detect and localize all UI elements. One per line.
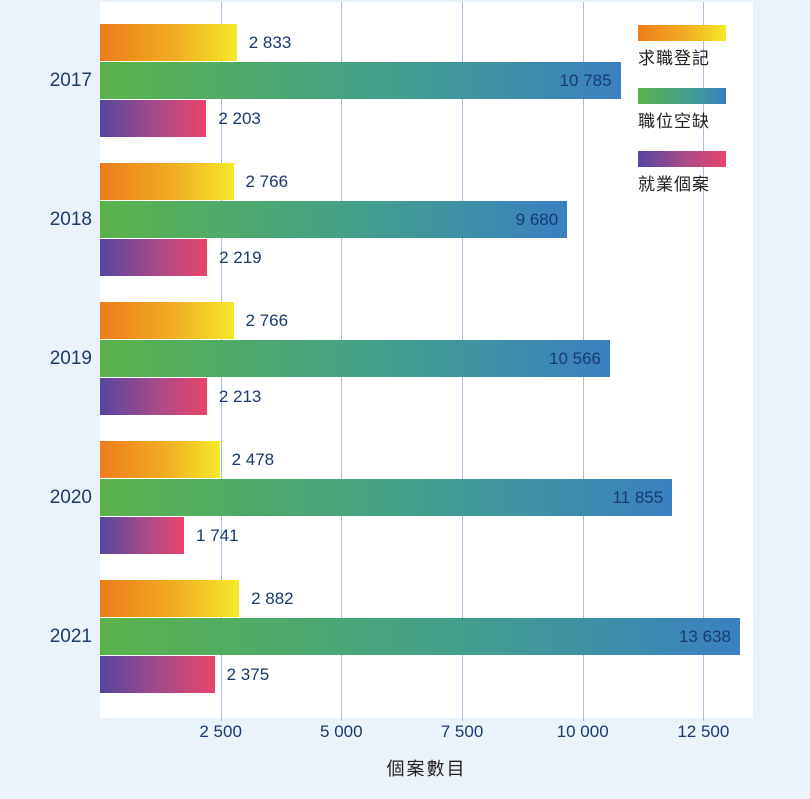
bar-就業個案-2020 <box>100 517 185 554</box>
bar-職位空缺-2021: 13 638 <box>100 618 740 655</box>
plot-area: 2017 2 833 10 785 2 203 2018 2 766 9 680 2 219 2… <box>50 2 753 721</box>
bar-職位空缺-2020: 11 855 <box>100 479 673 516</box>
value-label: 2 375 <box>226 664 270 684</box>
bar-row: 2 766 <box>100 302 753 339</box>
value-label: 2 219 <box>219 247 262 267</box>
legend: 求職登記 職位空缺 就業個案 <box>638 25 726 214</box>
year-label: 2021 <box>49 626 92 647</box>
legend-swatch-orange-yellow <box>638 25 726 41</box>
bar-求職登記-2020 <box>100 441 220 478</box>
year-group-2020: 2020 2 478 11 855 1 741 <box>50 441 753 555</box>
x-tick-label: 12 500 <box>677 722 730 741</box>
year-label: 2019 <box>49 348 92 369</box>
x-tick-label: 5 000 <box>320 722 363 741</box>
x-tick-label: 10 000 <box>556 722 609 741</box>
bar-row: 2 882 <box>100 580 753 617</box>
bar-就業個案-2019 <box>100 378 207 415</box>
bar-求職登記-2019 <box>100 302 234 339</box>
bar-就業個案-2021 <box>100 656 215 693</box>
value-label: 13 638 <box>678 627 731 646</box>
year-label: 2018 <box>49 209 92 230</box>
bar-row: 10 785 <box>100 62 753 99</box>
value-label: 2 882 <box>251 588 294 608</box>
value-label: 11 855 <box>612 488 664 507</box>
bar-row: 2 219 <box>100 239 753 276</box>
x-tick-label: 2 500 <box>199 722 242 741</box>
bar-求職登記-2017 <box>100 24 237 61</box>
legend-swatch-green-blue <box>638 88 726 104</box>
legend-item-job-seeker-registrations: 求職登記 <box>638 25 726 69</box>
year-group-2019: 2019 2 766 10 566 2 213 <box>50 302 753 416</box>
value-label: 2 766 <box>245 171 289 191</box>
value-label: 10 566 <box>548 349 601 368</box>
legend-label: 就業個案 <box>638 175 710 194</box>
bar-row: 9 680 <box>100 201 753 238</box>
bar-就業個案-2018 <box>100 239 208 276</box>
value-label: 2 213 <box>218 386 262 406</box>
value-label: 10 785 <box>559 71 612 90</box>
x-tick-label: 7 500 <box>440 722 484 741</box>
bar-row: 10 566 <box>100 340 753 377</box>
year-group-2018: 2018 2 766 9 680 2 219 <box>50 163 753 277</box>
bar-職位空缺-2017: 10 785 <box>100 62 621 99</box>
bar-row: 2 375 <box>100 656 753 693</box>
value-label: 9 680 <box>515 210 559 229</box>
value-label: 2 478 <box>231 449 275 469</box>
value-label: 1 741 <box>196 525 239 545</box>
legend-item-job-vacancies: 職位空缺 <box>638 88 726 132</box>
year-label: 2020 <box>49 487 92 508</box>
bar-row: 2 478 <box>100 441 753 478</box>
value-label: 2 203 <box>218 108 261 128</box>
year-label: 2017 <box>49 70 92 91</box>
bar-職位空缺-2019: 10 566 <box>100 340 610 377</box>
gridline-12500 <box>703 2 705 721</box>
legend-label: 求職登記 <box>638 49 710 68</box>
year-group-2021: 2021 2 882 13 638 2 375 <box>50 580 753 694</box>
bar-職位空缺-2018: 9 680 <box>100 201 568 238</box>
bar-row: 1 741 <box>100 517 753 554</box>
legend-item-employment-cases: 就業個案 <box>638 151 726 195</box>
value-label: 2 833 <box>248 32 292 52</box>
legend-swatch-purple-pink <box>638 151 726 167</box>
value-label: 2 766 <box>245 310 289 330</box>
bar-求職登記-2021 <box>100 580 240 617</box>
legend-label: 職位空缺 <box>638 112 710 131</box>
bar-就業個案-2017 <box>100 100 207 137</box>
bar-row: 2 203 <box>100 100 753 137</box>
bar-row: 2 213 <box>100 378 753 415</box>
x-axis-title: 個案數目 <box>386 759 467 779</box>
bar-row: 2 833 <box>100 24 753 61</box>
year-group-2017: 2017 2 833 10 785 2 203 <box>50 24 753 138</box>
bar-row: 13 638 <box>100 618 753 655</box>
bar-row: 2 766 <box>100 163 753 200</box>
bar-row: 11 855 <box>100 479 753 516</box>
bar-求職登記-2018 <box>100 163 234 200</box>
